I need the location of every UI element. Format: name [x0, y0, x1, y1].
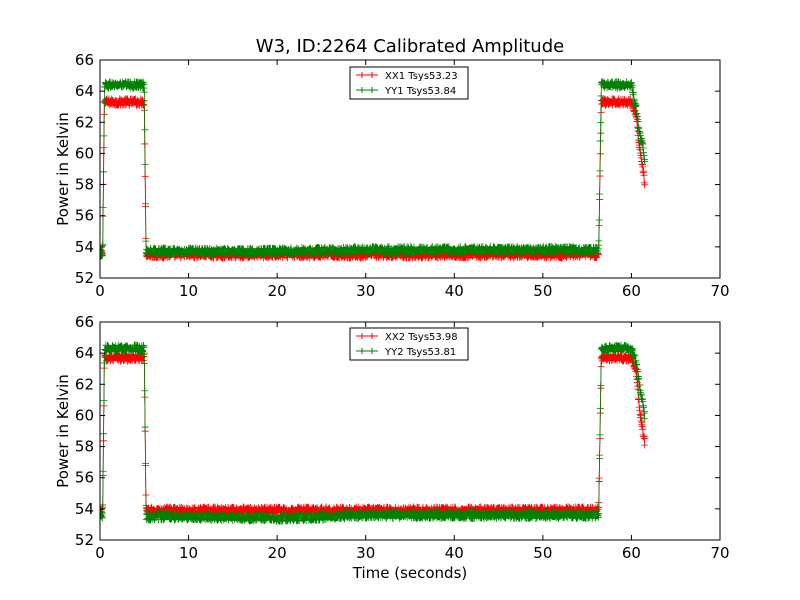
y-tick-label: 54 — [75, 238, 94, 256]
y-axis-label: Power in Kelvin — [54, 374, 72, 488]
x-tick-label: 60 — [622, 282, 641, 300]
y-tick-label: 60 — [75, 144, 94, 162]
plot-frame — [99, 321, 721, 541]
x-tick-label: 30 — [356, 282, 375, 300]
series-2-2 — [100, 341, 649, 526]
legend-marker — [359, 333, 375, 339]
y-tick-label: 54 — [75, 500, 94, 518]
y-tick-label: 64 — [75, 344, 94, 362]
x-tick-label: 0 — [95, 282, 105, 300]
figure-title: W3, ID:2264 Calibrated Amplitude — [256, 36, 564, 57]
legend-box — [349, 327, 469, 361]
y-tick-label: 64 — [75, 82, 94, 100]
x-tick-label: 30 — [356, 544, 375, 562]
x-tick-label: 40 — [445, 282, 464, 300]
series-1-2 — [100, 78, 649, 260]
legend-marker — [359, 348, 375, 354]
series-markers — [100, 341, 649, 526]
x-tick-label: 10 — [179, 544, 198, 562]
legend: XX2 Tsys53.98 YY2 Tsys53.81 — [349, 327, 469, 361]
y-tick-label: 52 — [75, 531, 94, 549]
bottom-chart: 0 10 20 30 40 50 60 70 52 54 56 58 60 62 64 66 Power in … — [54, 313, 730, 582]
y-tick-label: 58 — [75, 438, 94, 456]
y-tick-label: 56 — [75, 207, 94, 225]
y-tick-label: 60 — [75, 406, 94, 424]
x-tick-label: 70 — [710, 544, 729, 562]
legend-entry: XX2 Tsys53.98 — [385, 332, 458, 343]
x-tick-label: 70 — [710, 282, 729, 300]
x-tick-label: 20 — [268, 544, 287, 562]
legend-entry: XX1 Tsys53.23 — [385, 71, 458, 82]
x-axis-label: Time (seconds) — [352, 564, 468, 582]
x-tick-label: 50 — [533, 544, 552, 562]
y-tick-label: 62 — [75, 113, 94, 131]
top-chart: 0 10 20 30 40 50 60 70 52 54 56 58 60 62 64 66 Power in … — [54, 51, 730, 300]
y-tick-label: 66 — [75, 51, 94, 69]
y-axis-label: Power in Kelvin — [54, 112, 72, 226]
x-tick-label: 10 — [179, 282, 198, 300]
plot-frame — [99, 59, 721, 279]
y-tick-label: 58 — [75, 176, 94, 194]
legend-marker — [359, 87, 375, 93]
x-tick-label: 40 — [445, 544, 464, 562]
series-markers — [100, 78, 649, 260]
y-tick-label: 52 — [75, 269, 94, 287]
legend-marker — [359, 72, 375, 78]
legend-entry: YY1 Tsys53.84 — [384, 86, 456, 97]
legend-box — [349, 66, 469, 100]
y-tick-label: 66 — [75, 313, 94, 331]
x-tick-label: 60 — [622, 544, 641, 562]
x-tick-label: 20 — [268, 282, 287, 300]
x-tick-label: 0 — [95, 544, 105, 562]
x-tick-label: 50 — [533, 282, 552, 300]
legend-entry: YY2 Tsys53.81 — [384, 347, 456, 358]
y-tick-label: 62 — [75, 375, 94, 393]
legend: XX1 Tsys53.23 YY1 Tsys53.84 — [349, 66, 469, 100]
y-tick-label: 56 — [75, 469, 94, 487]
